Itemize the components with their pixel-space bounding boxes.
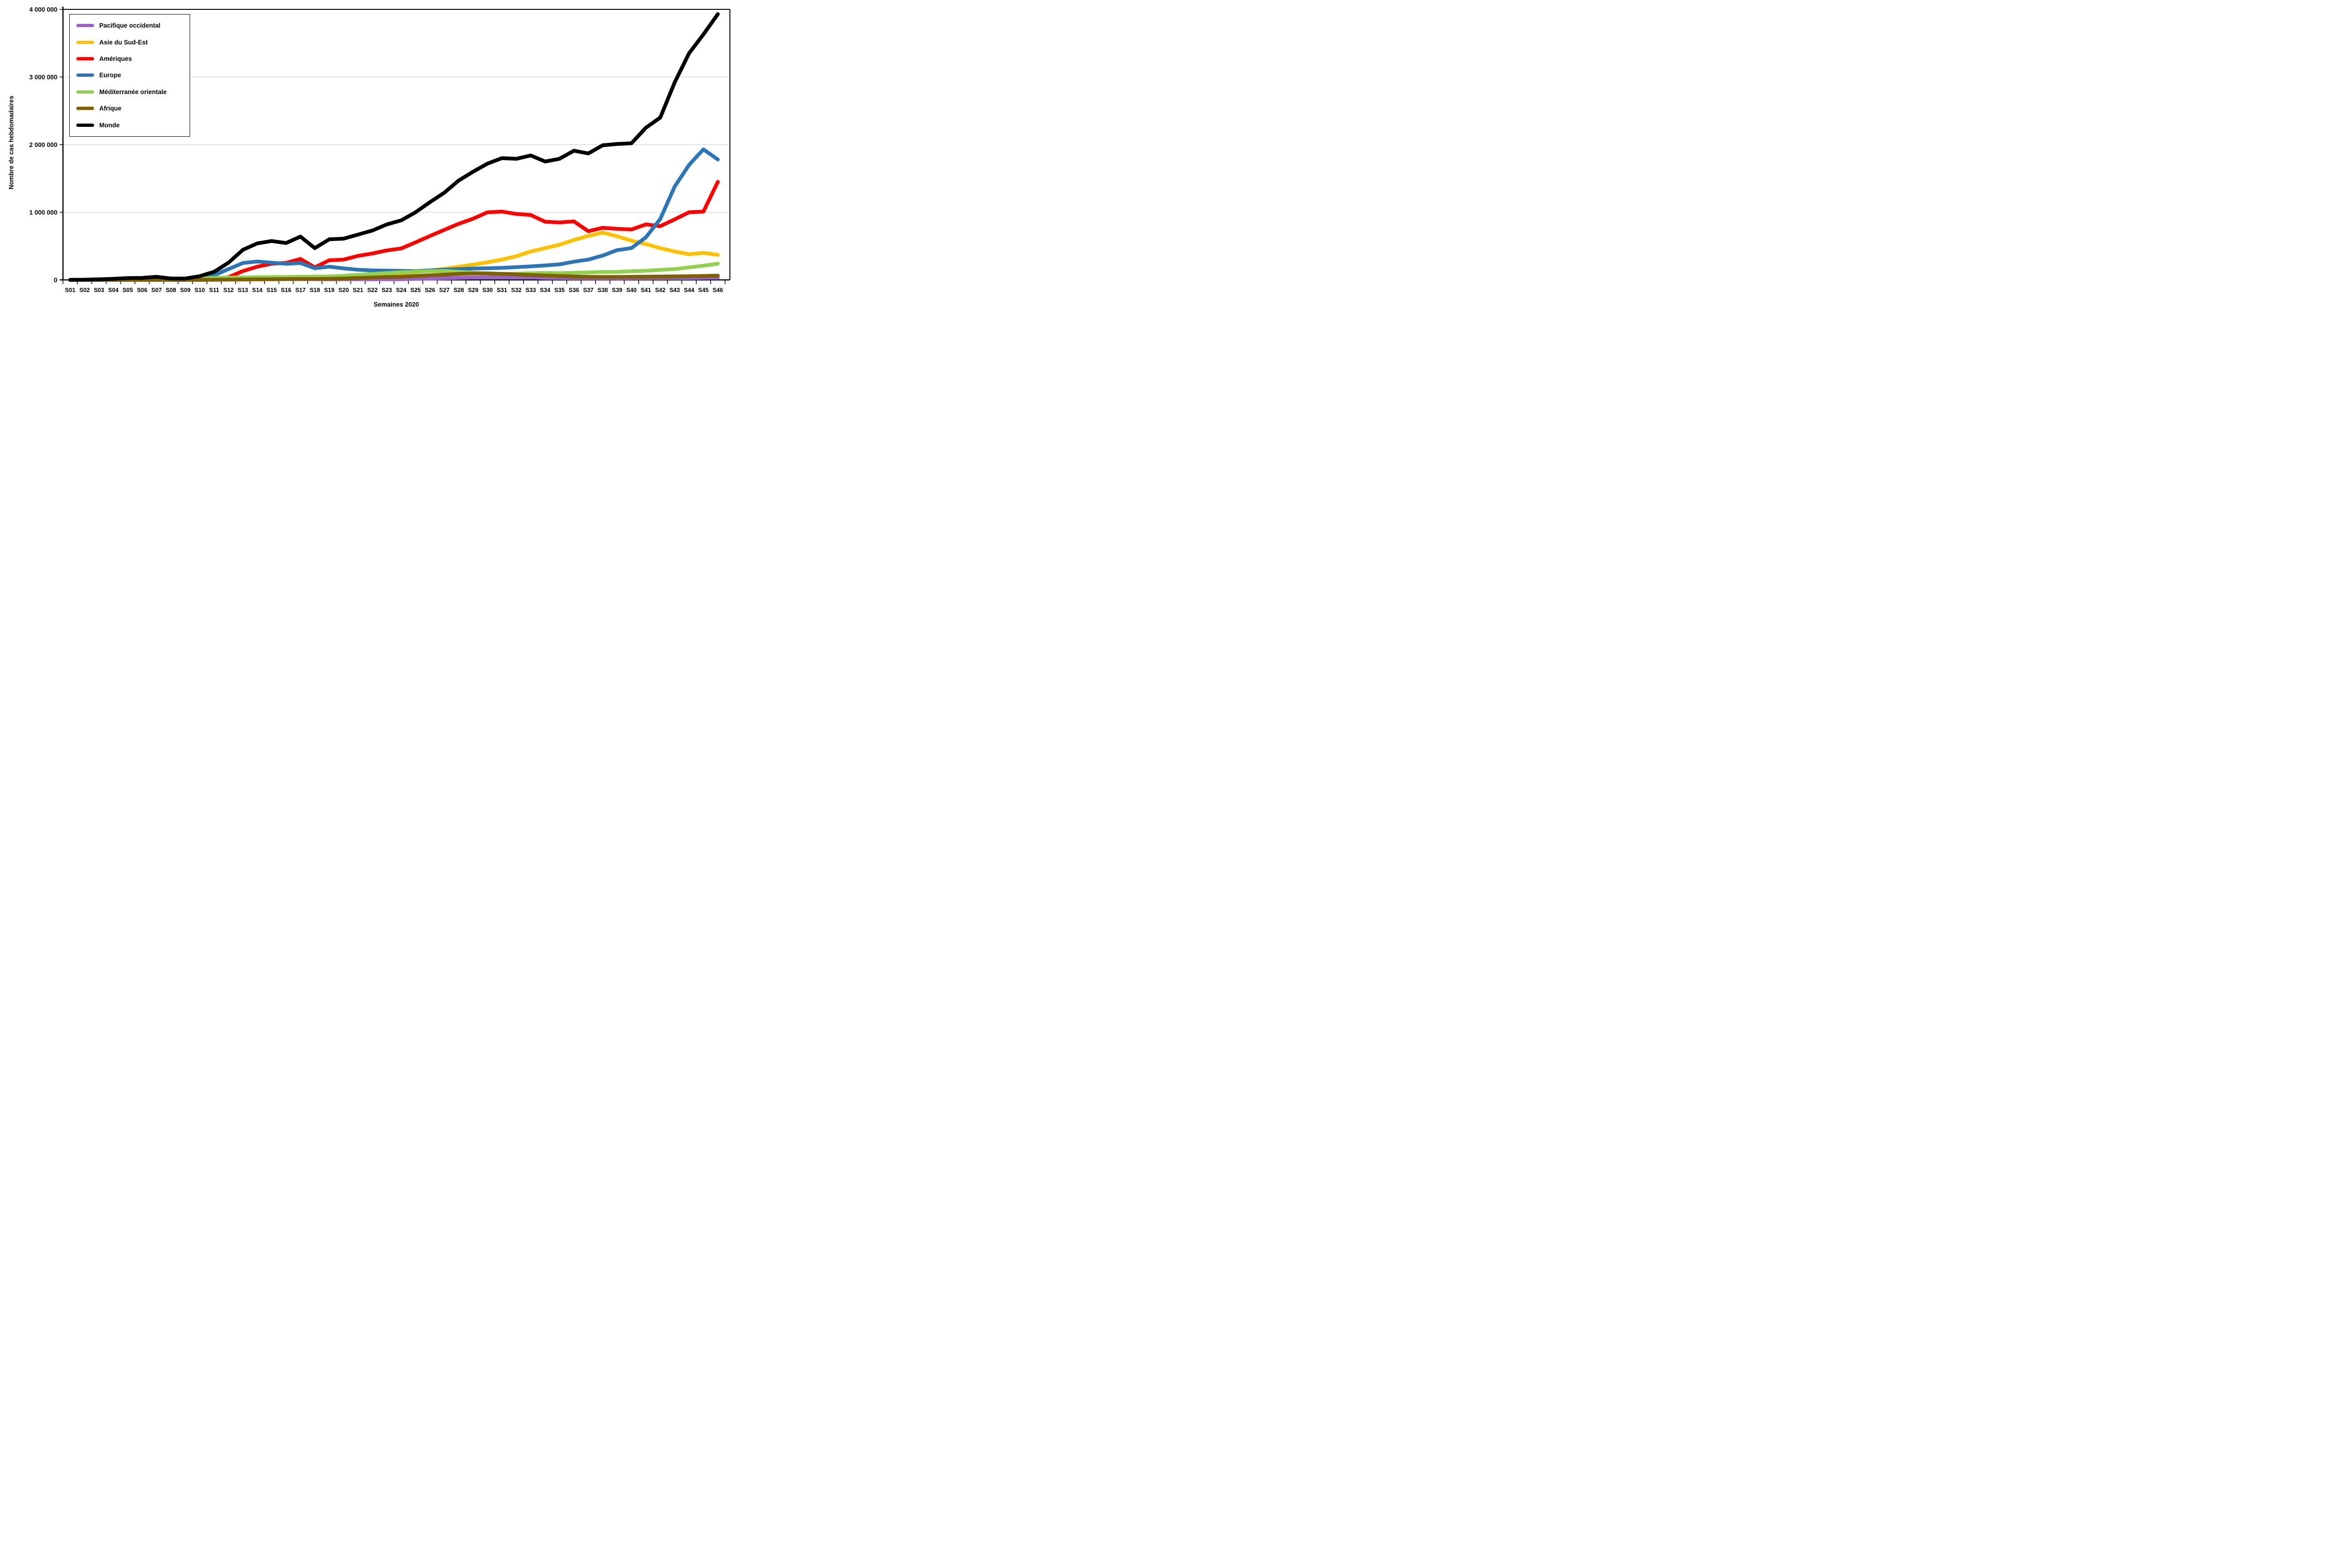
x-tick-label: S38 (597, 287, 608, 293)
x-tick-label: S45 (698, 287, 708, 293)
x-tick-label: S46 (713, 287, 723, 293)
x-tick-label: S30 (482, 287, 493, 293)
x-tick-label: S34 (540, 287, 550, 293)
y-tick-label: 2 000 000 (29, 141, 57, 148)
x-tick-label: S23 (382, 287, 392, 293)
legend-line-marker (76, 57, 94, 61)
weekly-cases-line-chart: 0 1 000 000 2 000 000 3 000 000 4 000 000 S01… (29, 6, 730, 293)
legend-item: Europe (76, 72, 190, 79)
x-tick-label: S28 (454, 287, 464, 293)
series-line-ameriques (68, 180, 720, 282)
x-axis-title: Semaines 2020 (374, 301, 419, 308)
series-line-europe (68, 147, 720, 282)
y-tick-label: 4 000 000 (29, 6, 57, 13)
x-tick-label: S10 (194, 287, 205, 293)
legend-label: Asie du Sud-Est (99, 38, 148, 46)
x-tick-label: S04 (108, 287, 118, 293)
legend-label: Europe (99, 72, 121, 79)
x-tick-label: S03 (94, 287, 104, 293)
x-tick-label: S40 (626, 287, 637, 293)
x-tick-label: S06 (137, 287, 147, 293)
x-tick-label: S32 (511, 287, 522, 293)
legend-label: Méditerranée orientale (99, 88, 167, 95)
y-tick-label: 1 000 000 (29, 209, 57, 216)
x-tick-label: S12 (223, 287, 234, 293)
x-tick-label: S37 (583, 287, 593, 293)
legend-item: Afrique (76, 105, 190, 112)
legend-item: Pacifique occidental (76, 22, 190, 29)
x-tick-label: S29 (468, 287, 478, 293)
x-tick-label: S41 (640, 287, 651, 293)
legend-item: Amériques (76, 55, 190, 62)
x-tick-label: S13 (238, 287, 248, 293)
legend-label: Monde (99, 121, 120, 129)
x-tick-label: S44 (684, 287, 694, 293)
y-tick-label: 3 000 000 (29, 74, 57, 81)
x-tick-label: S08 (166, 287, 176, 293)
x-tick-label: S20 (339, 287, 349, 293)
legend-label: Pacifique occidental (99, 22, 161, 29)
x-tick-label: S18 (309, 287, 320, 293)
x-tick-label: S33 (525, 287, 536, 293)
x-tick-label: S16 (281, 287, 291, 293)
legend-item: Asie du Sud-Est (76, 39, 190, 46)
x-tick-label: S25 (411, 287, 421, 293)
legend-label: Amériques (99, 55, 132, 63)
x-tick-label: S43 (670, 287, 680, 293)
legend-line-marker (76, 24, 94, 28)
x-tick-label: S39 (612, 287, 622, 293)
legend-label: Afrique (99, 105, 122, 112)
y-tick-label: 0 (54, 277, 58, 284)
x-tick-label: S26 (425, 287, 435, 293)
x-tick-label: S01 (65, 287, 75, 293)
legend-line-marker (76, 107, 94, 110)
legend-item: Méditerranée orientale (76, 88, 190, 95)
legend-line-marker (76, 90, 94, 94)
x-tick-label: S21 (353, 287, 363, 293)
x-tick-label: S36 (569, 287, 579, 293)
legend-line-marker (76, 73, 94, 77)
x-tick-label: S17 (295, 287, 306, 293)
x-tick-label: S05 (123, 287, 133, 293)
legend-line-marker (76, 40, 94, 44)
x-tick-label: S11 (209, 287, 219, 293)
legend-line-marker (76, 123, 94, 127)
x-tick-label: S09 (180, 287, 191, 293)
x-tick-label: S07 (151, 287, 162, 293)
series-line-monde (68, 12, 720, 282)
x-tick-label: S35 (554, 287, 565, 293)
x-tick-label: S22 (367, 287, 377, 293)
x-tick-label: S14 (252, 287, 262, 293)
x-tick-label: S31 (497, 287, 507, 293)
x-tick-label: S24 (396, 287, 406, 293)
legend: Pacifique occidental Asie du Sud-Est Améri… (69, 14, 190, 137)
x-tick-label: S02 (79, 287, 89, 293)
x-tick-label: S42 (655, 287, 665, 293)
x-tick-label: S19 (324, 287, 334, 293)
legend-item: Monde (76, 122, 190, 129)
x-tick-label: S27 (439, 287, 449, 293)
x-tick-label: S15 (266, 287, 277, 293)
